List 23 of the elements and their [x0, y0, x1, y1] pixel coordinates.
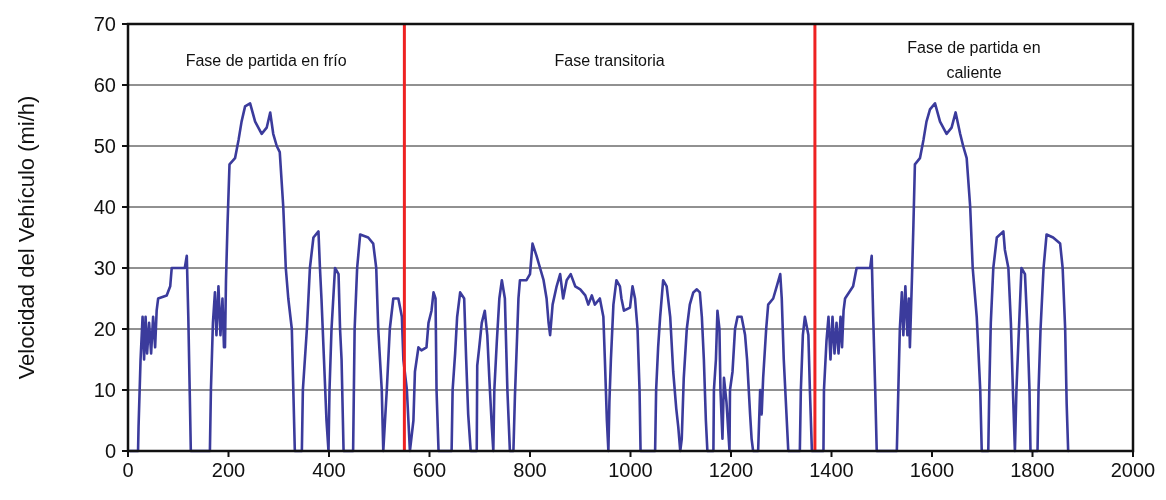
- y-tick-label: 20: [93, 318, 116, 340]
- y-tick-label: 10: [93, 379, 116, 401]
- y-axis-title: Velocidad del Vehículo (mi/h): [14, 95, 39, 380]
- y-tick-label: 60: [93, 74, 116, 96]
- x-tick-label: 0: [122, 459, 134, 481]
- annotation: Fase transitoria: [554, 51, 665, 69]
- annotation: Fase de partida en frío: [185, 51, 347, 69]
- y-tick-label: 50: [93, 135, 116, 157]
- x-tick-label: 1400: [809, 459, 854, 481]
- x-tick-label: 200: [211, 459, 246, 481]
- y-tick-label: 30: [93, 257, 116, 279]
- y-tick-label: 0: [104, 440, 116, 462]
- x-tick-label: 1800: [1010, 459, 1055, 481]
- y-tick-label: 70: [93, 13, 116, 35]
- x-tick-label: 600: [412, 459, 447, 481]
- x-tick-label: 800: [513, 459, 547, 481]
- annotation: Fase de partida en caliente: [907, 38, 1041, 82]
- x-tick-label: 1200: [708, 459, 754, 481]
- x-tick-label: 2000: [1110, 459, 1156, 481]
- x-tick-label: 1600: [909, 459, 955, 481]
- y-tick-label: 40: [93, 196, 116, 218]
- x-tick-label: 400: [312, 459, 346, 481]
- x-tick-label: 1000: [608, 459, 653, 481]
